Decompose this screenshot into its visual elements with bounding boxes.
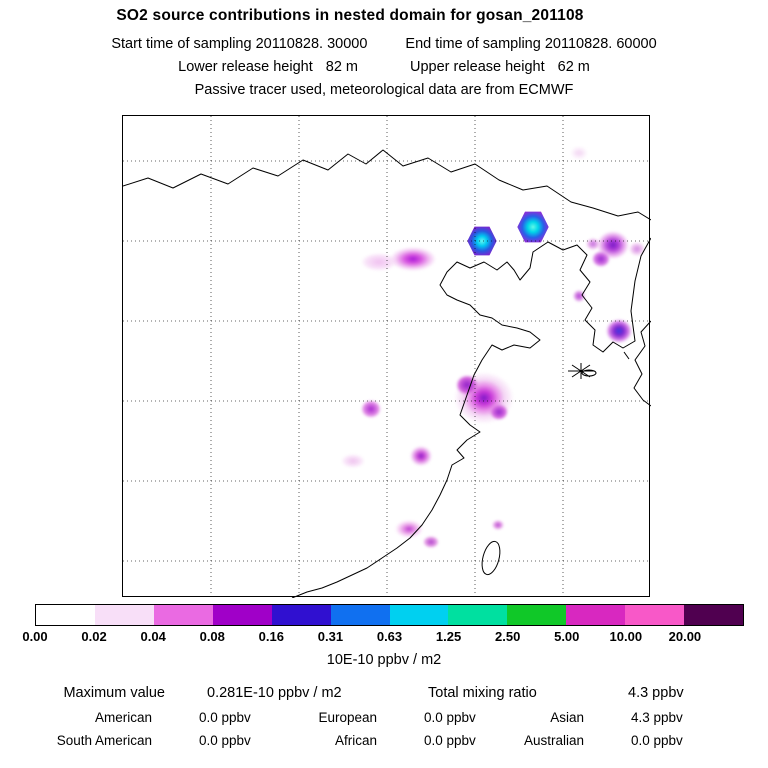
region-stat: Australian 0.0 ppbv [449,733,683,748]
colorbar-tick-label: 0.04 [140,629,166,644]
region-label: African [334,733,377,748]
colorbar-tick-label: 5.00 [554,629,580,644]
upper-release-value: 62 m [557,59,590,75]
plume [361,400,381,418]
lower-release-label: Lower release height [178,59,313,75]
plume [395,520,423,538]
colorbar-segment [153,605,213,625]
region-value: 4.3 ppbv [631,710,683,725]
plume [410,446,432,466]
plume [492,520,504,530]
map-svg [123,116,651,598]
region-stats: American 0.0 ppbv European 0.0 ppbv Asian 4.3… [0,710,768,758]
total-mixing-ratio-value: 4.3 ppbv [628,685,684,701]
lower-release-value: 82 m [325,59,358,75]
tracer-info-line: Passive tracer used, meteorological data… [0,82,768,98]
total-mixing-ratio-label: Total mixing ratio [428,685,537,701]
plume [390,247,436,271]
colorbar-tick-label: 20.00 [668,629,702,644]
colorbar-tick-label: 0.31 [317,629,344,644]
region-value: 0.0 ppbv [631,733,683,748]
colorbar-segment [566,605,626,625]
sampling-time-line: Start time of sampling 20110828. 30000 E… [0,36,768,52]
region-label: European [318,710,377,725]
colorbar-tick-label: 0.00 [22,629,48,644]
upper-release-label: Upper release height [410,59,545,75]
colorbar-tick-label: 1.25 [435,629,462,644]
colorbar-segment [94,605,154,625]
end-time-text: End time of sampling 20110828. 60000 [405,36,657,52]
tracer-info-text: Passive tracer used, meteorological data… [194,82,574,98]
colorbar-tick-label: 10.00 [609,629,643,644]
plume [423,536,439,548]
colorbar-labels: 0.00 0.02 0.04 0.08 0.16 0.31 0.63 1.25 2.50 5.00… [22,629,744,646]
colorbar-tick-label: 0.16 [258,629,284,644]
start-time-text: Start time of sampling 20110828. 30000 [111,36,368,52]
colorbar-tick-label: 0.02 [81,629,107,644]
plume-layer [123,116,649,596]
receptor-marker [568,363,594,379]
region-stat: African 0.0 ppbv [242,733,476,748]
region-value: 0.0 ppbv [424,733,476,748]
region-label: Australian [523,733,584,748]
region-value: 0.0 ppbv [199,710,251,725]
colorbar-tick-label: 0.63 [376,629,403,644]
maximum-value-label: Maximum value [63,685,165,701]
plume [586,238,600,250]
colorbar-segment [625,605,685,625]
coastlines [123,149,651,598]
maximum-value: 0.281E-10 ppbv / m2 [207,685,342,701]
plume-cell [517,211,549,243]
region-stat: Asian 4.3 ppbv [449,710,683,725]
region-label: American [94,710,152,725]
plume [570,146,588,160]
colorbar-segment [330,605,390,625]
region-stat: European 0.0 ppbv [242,710,476,725]
colorbar-segment [271,605,331,625]
grid-lines [123,116,651,598]
colorbar-segment [36,605,95,625]
colorbar-segment [684,605,744,625]
region-value: 0.0 ppbv [424,710,476,725]
plume [606,319,632,343]
colorbar-segment [212,605,272,625]
region-label: South American [56,733,152,748]
release-height-line: Lower release height 82 m Upper release … [0,59,768,75]
coastline-main [291,237,651,598]
figure-title: SO2 source contributions in nested domai… [116,7,584,24]
region-value: 0.0 ppbv [199,733,251,748]
country-border-line [123,149,651,221]
colorbar-tick-label: 2.50 [495,629,521,644]
plume [361,253,397,271]
island-tsushima [623,351,630,360]
plume [341,454,365,468]
plume [490,404,508,420]
colorbar-segment [448,605,508,625]
colorbar-segment [507,605,567,625]
colorbar-segment [389,605,449,625]
colorbar-unit: 10E-10 ppbv / m2 [326,652,442,668]
plume [592,251,610,267]
plume [573,290,585,302]
region-stat: American 0.0 ppbv [17,710,251,725]
map-panel [122,115,651,598]
region-label: Asian [550,710,584,725]
summary-stats: Maximum value 0.281E-10 ppbv / m2 Total … [0,685,768,703]
coastline-kyushu [633,320,651,407]
region-stat: South American 0.0 ppbv [17,733,251,748]
island-taiwan [481,540,501,576]
colorbar-tick-label: 0.08 [199,629,225,644]
plume [629,242,645,256]
colorbar [35,604,744,626]
